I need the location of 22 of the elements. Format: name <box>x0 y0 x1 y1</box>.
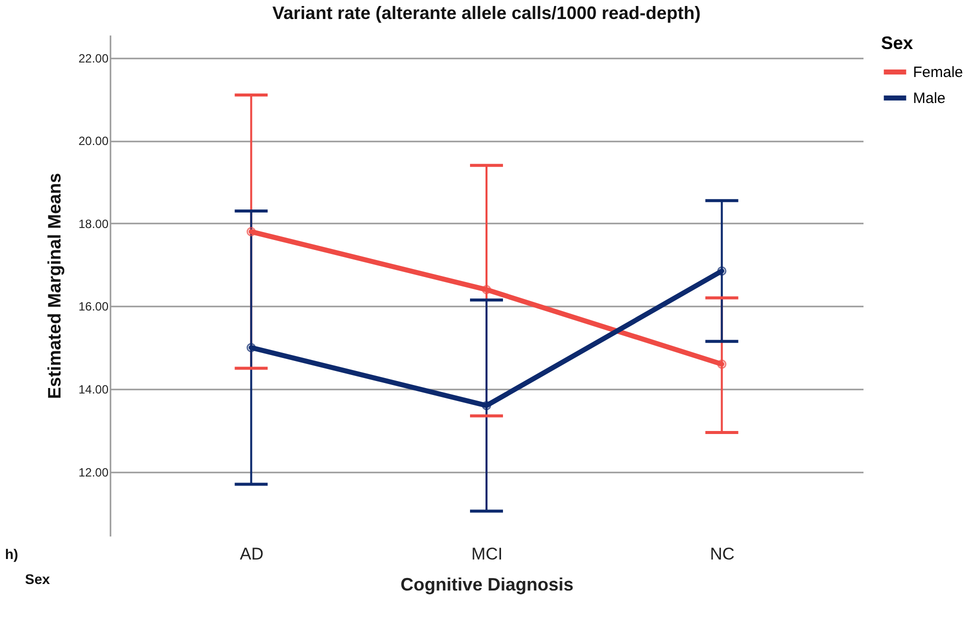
legend-label: Female <box>913 64 964 81</box>
x-tick-label: MCI <box>471 544 503 564</box>
x-tick-label: NC <box>710 544 735 564</box>
point <box>246 227 256 236</box>
y-tick-label: 12.00 <box>78 465 109 480</box>
y-tick-label: 18.00 <box>78 216 109 231</box>
x-axis-title: Cognitive Diagnosis <box>400 574 574 594</box>
point <box>246 342 256 352</box>
y-tick-label: 16.00 <box>78 300 109 314</box>
x-tick-label: AD <box>240 544 264 564</box>
legend-title: Sex <box>881 33 914 53</box>
y-tick-label: 20.00 <box>78 134 109 148</box>
y-tick-label: 22.00 <box>78 51 109 66</box>
text: h) <box>5 546 18 562</box>
chart-title: Variant rate (alterante allele calls/1000 read-depth) <box>272 3 701 23</box>
point <box>717 360 726 369</box>
text: Sex <box>25 571 50 587</box>
y-axis-title: Estimated Marginal Means <box>44 172 64 400</box>
legend-label: Male <box>913 90 946 107</box>
point <box>482 400 492 410</box>
y-tick-label: 14.00 <box>78 382 109 397</box>
point <box>717 266 726 276</box>
